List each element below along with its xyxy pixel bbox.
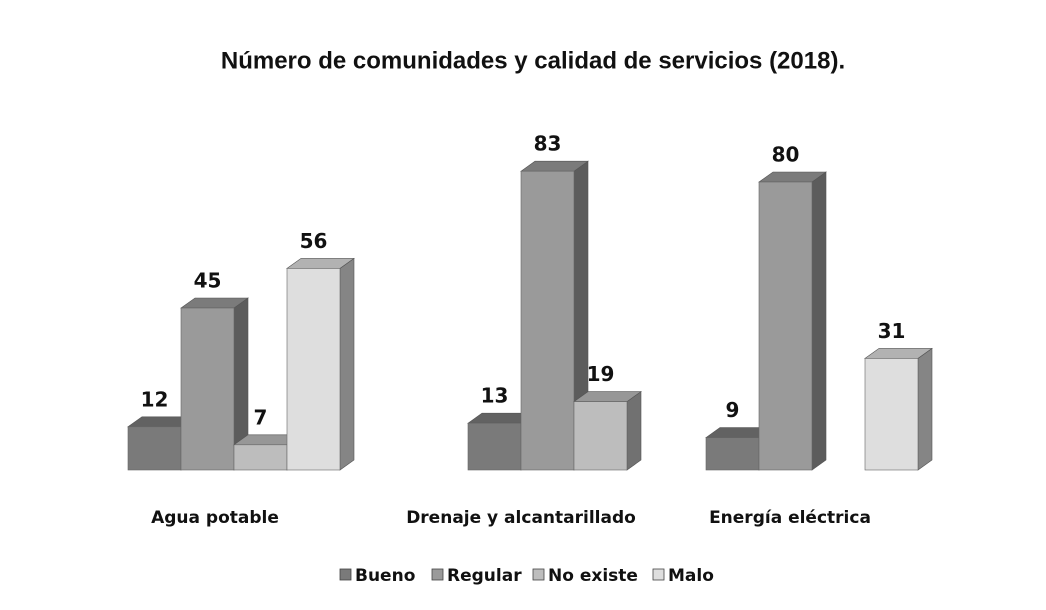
legend-label: Regular [447,566,522,586]
legend-label: No existe [548,566,638,586]
data-label: 83 [534,132,562,156]
legend-swatch [532,568,545,581]
bar-side [811,171,827,471]
chart-title: Número de comunidades y calidad de servi… [221,47,845,74]
legend-label: Bueno [355,566,415,586]
data-label: 31 [878,319,906,343]
x-tick-label: Energía eléctrica [709,508,871,528]
data-label: 13 [481,384,509,408]
bar [705,437,760,471]
x-tick-label: Agua potable [151,508,279,528]
data-label: 12 [141,387,169,411]
bar [127,426,182,471]
bar [520,170,575,471]
legend-swatch [431,568,444,581]
bar [758,181,813,471]
bar-side [339,257,355,471]
bar-side [626,391,642,471]
data-label: 9 [726,398,740,422]
legend-swatch [339,568,352,581]
bar [233,444,288,471]
legend-swatch [652,568,665,581]
bar [864,358,919,471]
bar [573,401,628,471]
legend-label: Malo [668,566,714,586]
bar-side [917,347,933,471]
bar [286,268,341,471]
data-label: 56 [300,229,328,253]
bar [467,422,522,471]
data-label: 80 [772,143,800,167]
bar [180,307,235,471]
data-label: 45 [194,269,222,293]
x-tick-label: Drenaje y alcantarillado [406,508,636,528]
data-label: 7 [254,405,268,429]
data-label: 19 [587,362,615,386]
